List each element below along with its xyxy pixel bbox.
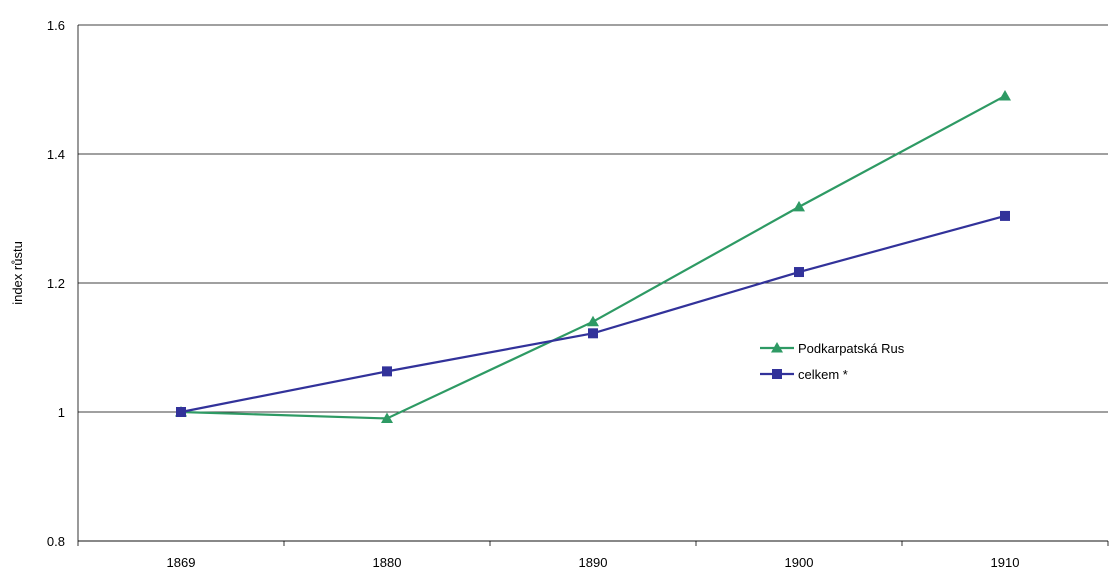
data-point — [587, 315, 599, 327]
legend-label: celkem * — [798, 367, 848, 382]
legend-marker — [771, 342, 783, 353]
y-axis-ticks: 0.8 1 1.2 1.4 1.6 — [47, 18, 65, 549]
y-tick-label: 1.6 — [47, 18, 65, 33]
x-tick-label: 1910 — [991, 555, 1020, 570]
data-point — [588, 328, 598, 339]
data-point — [381, 412, 393, 423]
y-axis-label: index růstu — [10, 241, 25, 305]
gridlines — [78, 24, 1108, 542]
x-tick-label: 1890 — [579, 555, 608, 570]
data-point — [999, 89, 1011, 101]
series-line — [180, 94, 1006, 420]
data-point — [382, 366, 392, 377]
x-tick-label: 1900 — [785, 555, 814, 570]
legend-item: Podkarpatská Rus — [760, 341, 905, 356]
x-tick-label: 1880 — [373, 555, 402, 570]
series-1 — [176, 210, 1010, 417]
plot-area — [77, 25, 1108, 542]
legend-label: Podkarpatská Rus — [798, 341, 905, 356]
series-0 — [175, 89, 1011, 423]
series-layer — [175, 89, 1011, 423]
data-point — [176, 407, 186, 417]
legend-marker — [772, 369, 782, 379]
legend: Podkarpatská Rus celkem * — [760, 341, 905, 382]
y-tick-label: 1 — [58, 405, 65, 420]
y-tick-label: 0.8 — [47, 534, 65, 549]
x-axis-ticks: 1869 1880 1890 1900 1910 — [77, 541, 1109, 570]
data-point — [1000, 210, 1010, 221]
series-line — [180, 214, 1006, 414]
y-tick-label: 1.2 — [47, 276, 65, 291]
x-tick-label: 1869 — [167, 555, 196, 570]
legend-item: celkem * — [760, 367, 848, 382]
data-point — [793, 200, 805, 212]
data-point — [794, 267, 804, 278]
y-tick-label: 1.4 — [47, 147, 65, 162]
